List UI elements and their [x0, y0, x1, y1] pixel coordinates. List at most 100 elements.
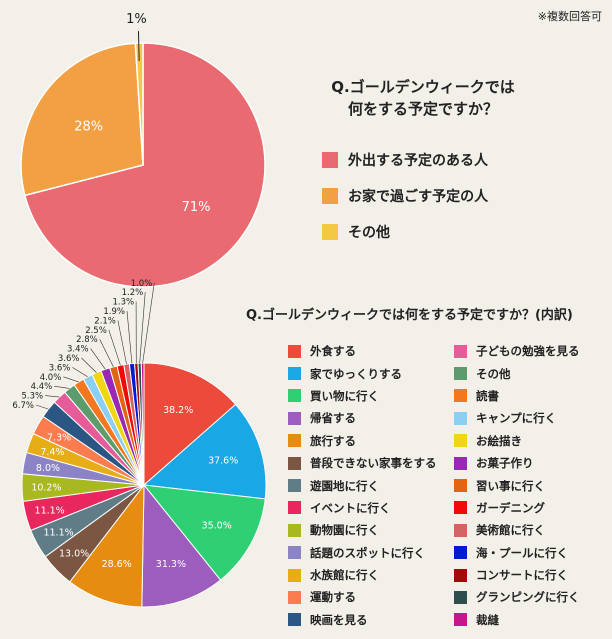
- chart2-leader-19: [99, 339, 114, 368]
- legend-swatch: [322, 152, 338, 168]
- chart2-legend-item: キャンプに行く: [454, 407, 604, 429]
- chart1-legend-item: 外出する予定のある人: [322, 142, 488, 178]
- legend-label: 普段できない家事をする: [310, 456, 437, 471]
- legend-label: 外出する予定のある人: [348, 153, 488, 169]
- legend-swatch: [288, 501, 301, 515]
- legend-label: グランピングに行く: [476, 590, 580, 605]
- legend-label: 外食する: [310, 344, 356, 359]
- legend-label: その他: [348, 225, 390, 241]
- chart2-legend-item: 動物園に行く: [288, 519, 454, 541]
- chart2-legend-item: 外食する: [288, 340, 454, 362]
- chart2-legend-item: 子どもの勉強を見る: [454, 340, 604, 362]
- legend-swatch: [288, 456, 301, 470]
- chart2-label-21: 2.1%: [94, 316, 116, 326]
- legend-label: 話題のスポットに行く: [310, 545, 425, 560]
- chart2-legend-item: グランピングに行く: [454, 586, 604, 608]
- chart2-leader-17: [81, 357, 97, 373]
- legend-swatch: [288, 344, 301, 358]
- legend-label: キャンプに行く: [476, 411, 557, 426]
- legend-swatch: [288, 613, 301, 627]
- chart2-legend-item: その他: [454, 362, 604, 384]
- legend-label: その他: [476, 366, 511, 381]
- chart1-slice-0: [23, 42, 266, 288]
- chart2-leader-13: [45, 395, 60, 398]
- legend-label: 家でゆっくりする: [310, 366, 402, 381]
- chart2-slice-2: [142, 484, 266, 581]
- chart1-title-line1: Q.ゴールデンウィークでは: [331, 78, 515, 96]
- chart1-leader-line: [137, 31, 140, 62]
- chart2-label-8: 10.2%: [31, 483, 61, 494]
- legend-swatch: [288, 411, 301, 425]
- legend-label: 映画を見る: [310, 612, 368, 627]
- chart2-leader-15: [63, 376, 79, 383]
- chart1-label-2: 1%: [126, 12, 147, 27]
- chart2-label-13: 5.3%: [21, 392, 43, 402]
- chart2-legend-item: 裁縫: [454, 609, 604, 631]
- chart2-label-24: 1.2%: [122, 288, 144, 298]
- chart2-legend-item: 習い事に行く: [454, 474, 604, 496]
- legend-label: コンサートに行く: [476, 568, 568, 583]
- chart1-label-0: 71%: [182, 200, 211, 215]
- legend-label: お菓子作り: [476, 456, 534, 471]
- chart2-legend-item: コンサートに行く: [454, 564, 604, 586]
- chart2-label-18: 3.4%: [67, 345, 89, 355]
- chart2-title: Q.ゴールデンウィークでは何をする予定ですか？(内訳): [246, 308, 573, 323]
- chart2-legend-item: 普段できない家事をする: [288, 452, 454, 474]
- chart2-legend-item: イベントに行く: [288, 497, 454, 519]
- chart2-label-16: 3.6%: [49, 363, 71, 373]
- chart2-legend-item: 帰省する: [288, 407, 454, 429]
- chart2-legend-item: 美術館に行く: [454, 519, 604, 541]
- legend-swatch: [288, 523, 301, 537]
- legend-label: 旅行する: [310, 433, 356, 448]
- legend-swatch: [454, 501, 467, 515]
- legend-label: 読書: [476, 388, 499, 403]
- legend-swatch: [454, 411, 467, 425]
- chart2-legend-item: お絵描き: [454, 430, 604, 452]
- legend-swatch: [288, 367, 301, 381]
- chart2-legend-item: 家でゆっくりする: [288, 362, 454, 384]
- legend-label: ガーデニング: [476, 500, 545, 515]
- chart1-legend-item: その他: [322, 214, 488, 250]
- legend-label: 水族館に行く: [310, 568, 379, 583]
- chart1-legend: 外出する予定のある人 お家で過ごす予定の人 その他: [322, 142, 488, 250]
- legend-label: 裁縫: [476, 612, 499, 627]
- chart2-label-2: 35.0%: [202, 521, 232, 532]
- chart2-label-11: 7.3%: [47, 432, 71, 443]
- legend-swatch: [454, 523, 467, 537]
- chart2-slice-0: [143, 362, 237, 487]
- chart2-label-20: 2.5%: [85, 326, 107, 336]
- legend-label: 買い物に行く: [310, 388, 379, 403]
- chart2-legend-item: ガーデニング: [454, 497, 604, 519]
- legend-swatch: [454, 456, 467, 470]
- chart2-label-9: 8.0%: [36, 463, 60, 474]
- chart2-leader-12: [35, 404, 49, 410]
- chart2-legend-item: 海・プールに行く: [454, 542, 604, 564]
- legend-label: お絵描き: [476, 433, 522, 448]
- legend-swatch: [288, 479, 301, 493]
- chart2-label-15: 4.0%: [40, 373, 62, 383]
- chart2-legend-item: 映画を見る: [288, 609, 454, 631]
- legend-swatch: [322, 224, 338, 240]
- legend-swatch: [454, 367, 467, 381]
- chart2-leader-21: [117, 320, 127, 365]
- chart2-legend-item: お菓子作り: [454, 452, 604, 474]
- chart2-label-19: 2.8%: [76, 335, 98, 345]
- legend-swatch: [288, 568, 301, 582]
- chart1-title-line2: 何をする予定ですか？: [347, 100, 498, 118]
- chart2-label-14: 4.4%: [31, 382, 53, 392]
- chart1-slice-1: [20, 42, 144, 197]
- chart2-label-7: 11.1%: [35, 505, 65, 516]
- legend-label: 遊園地に行く: [310, 478, 379, 493]
- legend-label: 動物園に行く: [310, 523, 379, 538]
- chart2-label-25: 1.0%: [131, 279, 153, 289]
- chart2-leader-18: [90, 348, 106, 370]
- legend-label: 美術館に行く: [476, 523, 545, 538]
- chart2-legend-item: 水族館に行く: [288, 564, 454, 586]
- legend-swatch: [288, 434, 301, 448]
- legend-swatch: [454, 590, 467, 604]
- chart2-legend-item: 読書: [454, 385, 604, 407]
- chart2-label-0: 38.2%: [163, 405, 193, 416]
- chart2-legend-item: 遊園地に行く: [288, 474, 454, 496]
- legend-label: 運動する: [310, 590, 356, 605]
- legend-swatch: [322, 188, 338, 204]
